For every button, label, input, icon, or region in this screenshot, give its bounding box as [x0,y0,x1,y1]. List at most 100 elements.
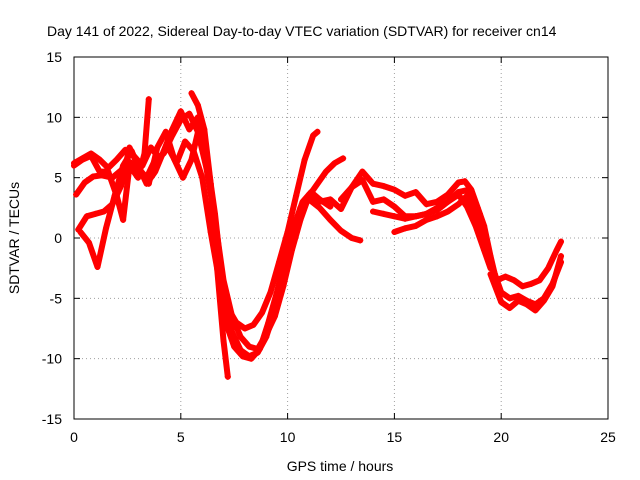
data-point [141,150,148,157]
data-point [519,283,526,290]
data-point [182,138,189,145]
y-tick-label: 10 [46,109,62,125]
data-point [357,237,364,244]
data-point [380,196,387,203]
data-point [323,168,330,175]
data-point [412,189,419,196]
data-point [246,343,253,350]
data-point [461,178,468,185]
data-point [455,201,462,208]
data-point [220,337,227,344]
grid-lines [74,57,608,419]
data-point [199,174,206,181]
x-tick-label: 20 [493,429,509,445]
data-point [267,289,274,296]
data-point [338,206,344,213]
data-point [100,208,107,215]
data-point [391,203,398,210]
data-point [201,126,208,133]
data-point [265,319,272,326]
series-trace-5 [71,96,152,223]
data-point [96,156,103,163]
data-point [549,283,556,290]
series-trace-9 [370,186,565,290]
data-point [248,355,255,362]
data-point [273,289,280,296]
data-point [83,213,90,220]
data-point [472,210,479,217]
data-point [553,247,560,254]
data-point [327,203,334,210]
series-trail-trace-1 [71,128,321,332]
data-point [380,210,387,217]
data-point [113,156,120,163]
data-point [498,298,505,305]
data-point [291,222,298,229]
y-tick-label: -10 [42,351,62,367]
y-axis-tick-labels: -15 -10 -5 0 5 10 15 [42,49,62,427]
data-point [71,162,77,169]
data-point [96,168,103,175]
data-point [316,204,323,211]
data-point [331,160,338,167]
data-point [423,201,430,208]
data-series [71,90,565,380]
data-point [380,183,387,190]
data-point [359,177,366,184]
data-point [359,168,366,175]
y-tick-label: 0 [54,230,62,246]
data-point [305,191,312,198]
data-point [239,353,246,360]
data-point [391,186,398,193]
data-point [466,186,473,193]
data-point [92,210,99,217]
axis-ticks [73,56,609,420]
series-trace-11 [487,253,565,314]
x-axis-tick-labels: 0 5 10 15 20 25 [70,429,616,445]
data-point [214,265,221,272]
data-point [179,174,186,181]
data-point [412,213,419,220]
data-point [370,180,377,187]
data-point [299,198,306,205]
data-point [256,346,263,353]
data-point [81,179,88,186]
data-point [316,198,323,205]
data-point [370,208,377,215]
data-point [186,110,193,117]
data-point [169,126,176,133]
data-point [540,297,547,304]
data-point [231,343,238,350]
data-point [113,192,120,199]
data-point [338,196,344,203]
x-tick-label: 25 [600,429,616,445]
data-point [250,321,257,328]
data-point [412,222,419,229]
data-point [515,297,522,304]
data-point [487,271,494,278]
data-point [455,179,462,186]
data-point [314,180,321,187]
data-point [506,295,513,302]
data-point [348,184,355,191]
data-point [79,156,86,163]
data-point [145,180,152,187]
data-point [194,102,201,109]
data-point [88,152,95,159]
data-point [103,225,110,232]
data-point [528,280,535,287]
x-axis-title: GPS time / hours [287,458,394,474]
data-point [444,191,451,198]
data-point [145,96,152,103]
data-point [186,126,193,133]
data-point [177,108,184,115]
data-point [391,213,398,220]
data-point [523,301,530,308]
data-point [558,253,565,260]
data-point [207,180,214,187]
data-point [434,213,441,220]
data-point [348,235,355,241]
chart-title: Day 141 of 2022, Sidereal Day-to-day VTE… [47,23,557,39]
x-tick-label: 5 [177,429,185,445]
